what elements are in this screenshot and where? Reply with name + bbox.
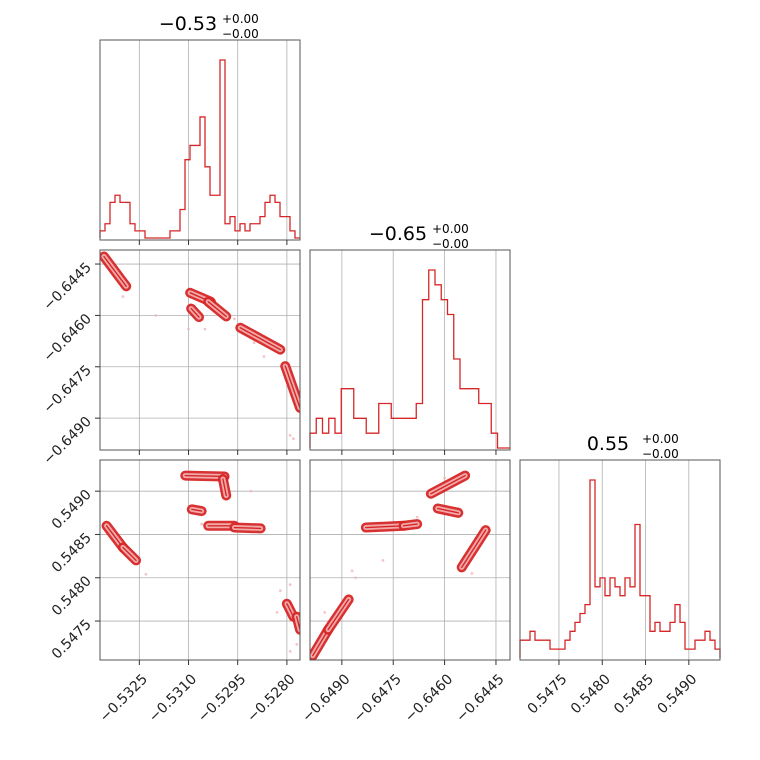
scatter-point bbox=[144, 572, 148, 576]
histogram-title-plus-1: +0.00 bbox=[432, 222, 469, 236]
y-tick-label: −0.6475 bbox=[41, 362, 95, 416]
contour-panel-0-1: −0.6445−0.6460−0.6475−0.6490 bbox=[41, 249, 301, 468]
scatter-point bbox=[154, 314, 158, 317]
contour-inner bbox=[207, 301, 227, 318]
contour-body bbox=[101, 470, 300, 653]
y-tick-label: −0.6460 bbox=[41, 311, 95, 365]
histogram-step-line bbox=[99, 59, 300, 239]
axes-frame bbox=[99, 459, 301, 661]
scatter-point bbox=[288, 583, 292, 587]
scatter-point bbox=[350, 569, 354, 573]
histogram-title-plus-2: +0.00 bbox=[642, 432, 679, 446]
scatter-point bbox=[288, 433, 292, 437]
scatter-point bbox=[252, 341, 256, 345]
contour-inner bbox=[222, 478, 227, 497]
scatter-point bbox=[262, 355, 266, 358]
x-tick-label: −0.5280 bbox=[244, 671, 298, 725]
contour-inner bbox=[233, 526, 262, 530]
scatter-point bbox=[121, 295, 125, 298]
y-tick-label: −0.6445 bbox=[41, 260, 95, 314]
histogram-panel-1: −0.65 +0.00−0.00 bbox=[309, 222, 511, 455]
x-tick-label: 0.5480 bbox=[568, 671, 614, 717]
scatter-point bbox=[249, 489, 253, 493]
contour-inner bbox=[461, 529, 487, 569]
y-tick-label: 0.5475 bbox=[49, 617, 95, 663]
x-tick-label: −0.6445 bbox=[453, 671, 507, 725]
histogram-step-line bbox=[519, 479, 721, 658]
histogram-panel-0: −0.53 +0.00−0.00 bbox=[99, 12, 301, 245]
histogram-title-minus-2: −0.00 bbox=[642, 447, 679, 461]
contour-inner bbox=[312, 628, 329, 657]
scatter-point bbox=[288, 649, 292, 653]
contour-inner bbox=[103, 255, 127, 288]
x-tick-label: −0.5325 bbox=[97, 671, 151, 725]
y-tick-label: −0.6490 bbox=[41, 414, 95, 468]
x-tick-label: 0.5485 bbox=[611, 671, 657, 717]
scatter-point bbox=[233, 317, 236, 321]
contour-inner bbox=[191, 508, 203, 512]
contour-panel-0-2: −0.5325−0.5310−0.5295−0.5280 0.54750.5480… bbox=[49, 459, 301, 726]
contour-inner bbox=[437, 507, 459, 514]
x-tick-label: −0.6490 bbox=[299, 671, 353, 725]
x-tick-label: −0.6460 bbox=[402, 671, 456, 725]
contour-inner bbox=[327, 598, 350, 631]
scatter-point bbox=[200, 522, 204, 526]
contour-body bbox=[100, 251, 300, 441]
contour-inner bbox=[365, 525, 405, 529]
contour-inner bbox=[184, 474, 226, 478]
scatter-point bbox=[203, 327, 207, 331]
scatter-point bbox=[187, 327, 190, 331]
y-tick-label: 0.5480 bbox=[49, 573, 95, 619]
scatter-point bbox=[292, 437, 295, 441]
contour-inner bbox=[430, 474, 466, 495]
histogram-title-minus-1: −0.00 bbox=[432, 237, 469, 251]
contour-panel-1-2: −0.6445−0.6460−0.6475−0.6490 bbox=[299, 459, 511, 726]
histogram-title-plus-0: +0.00 bbox=[222, 12, 259, 26]
contour-inner bbox=[239, 327, 282, 351]
axes-frame bbox=[309, 459, 511, 661]
contour-inner bbox=[296, 616, 300, 631]
contour-inner bbox=[122, 546, 137, 562]
axes-frame bbox=[99, 249, 301, 451]
scatter-point bbox=[323, 610, 327, 614]
y-tick-label: 0.5485 bbox=[49, 530, 95, 576]
scatter-point bbox=[275, 610, 279, 614]
contour-body bbox=[310, 470, 491, 660]
contour-inner bbox=[402, 523, 418, 527]
histogram-title-1: −0.65 bbox=[369, 223, 427, 245]
scatter-point bbox=[295, 643, 299, 646]
scatter-point bbox=[443, 476, 446, 480]
histogram-title-minus-0: −0.00 bbox=[222, 27, 259, 41]
x-tick-label: −0.5310 bbox=[146, 671, 200, 725]
x-tick-label: 0.5490 bbox=[654, 671, 700, 717]
x-tick-label: −0.5295 bbox=[195, 671, 249, 725]
x-tick-label: 0.5475 bbox=[525, 671, 571, 717]
scatter-point bbox=[278, 589, 282, 593]
histogram-step-line bbox=[309, 269, 510, 449]
scatter-point bbox=[415, 515, 419, 519]
contour-inner bbox=[190, 307, 200, 318]
histogram-title-0: −0.53 bbox=[159, 13, 217, 35]
contour-inner bbox=[284, 365, 300, 409]
scatter-point bbox=[381, 559, 385, 562]
scatter-point bbox=[470, 572, 474, 575]
histogram-title-2: 0.55 bbox=[587, 433, 629, 455]
axes-frame bbox=[99, 39, 301, 241]
x-tick-label: −0.6475 bbox=[351, 671, 405, 725]
scatter-point bbox=[354, 576, 357, 580]
y-tick-label: 0.5490 bbox=[49, 487, 95, 533]
axes-frame bbox=[309, 249, 511, 451]
axes-frame bbox=[519, 459, 721, 661]
